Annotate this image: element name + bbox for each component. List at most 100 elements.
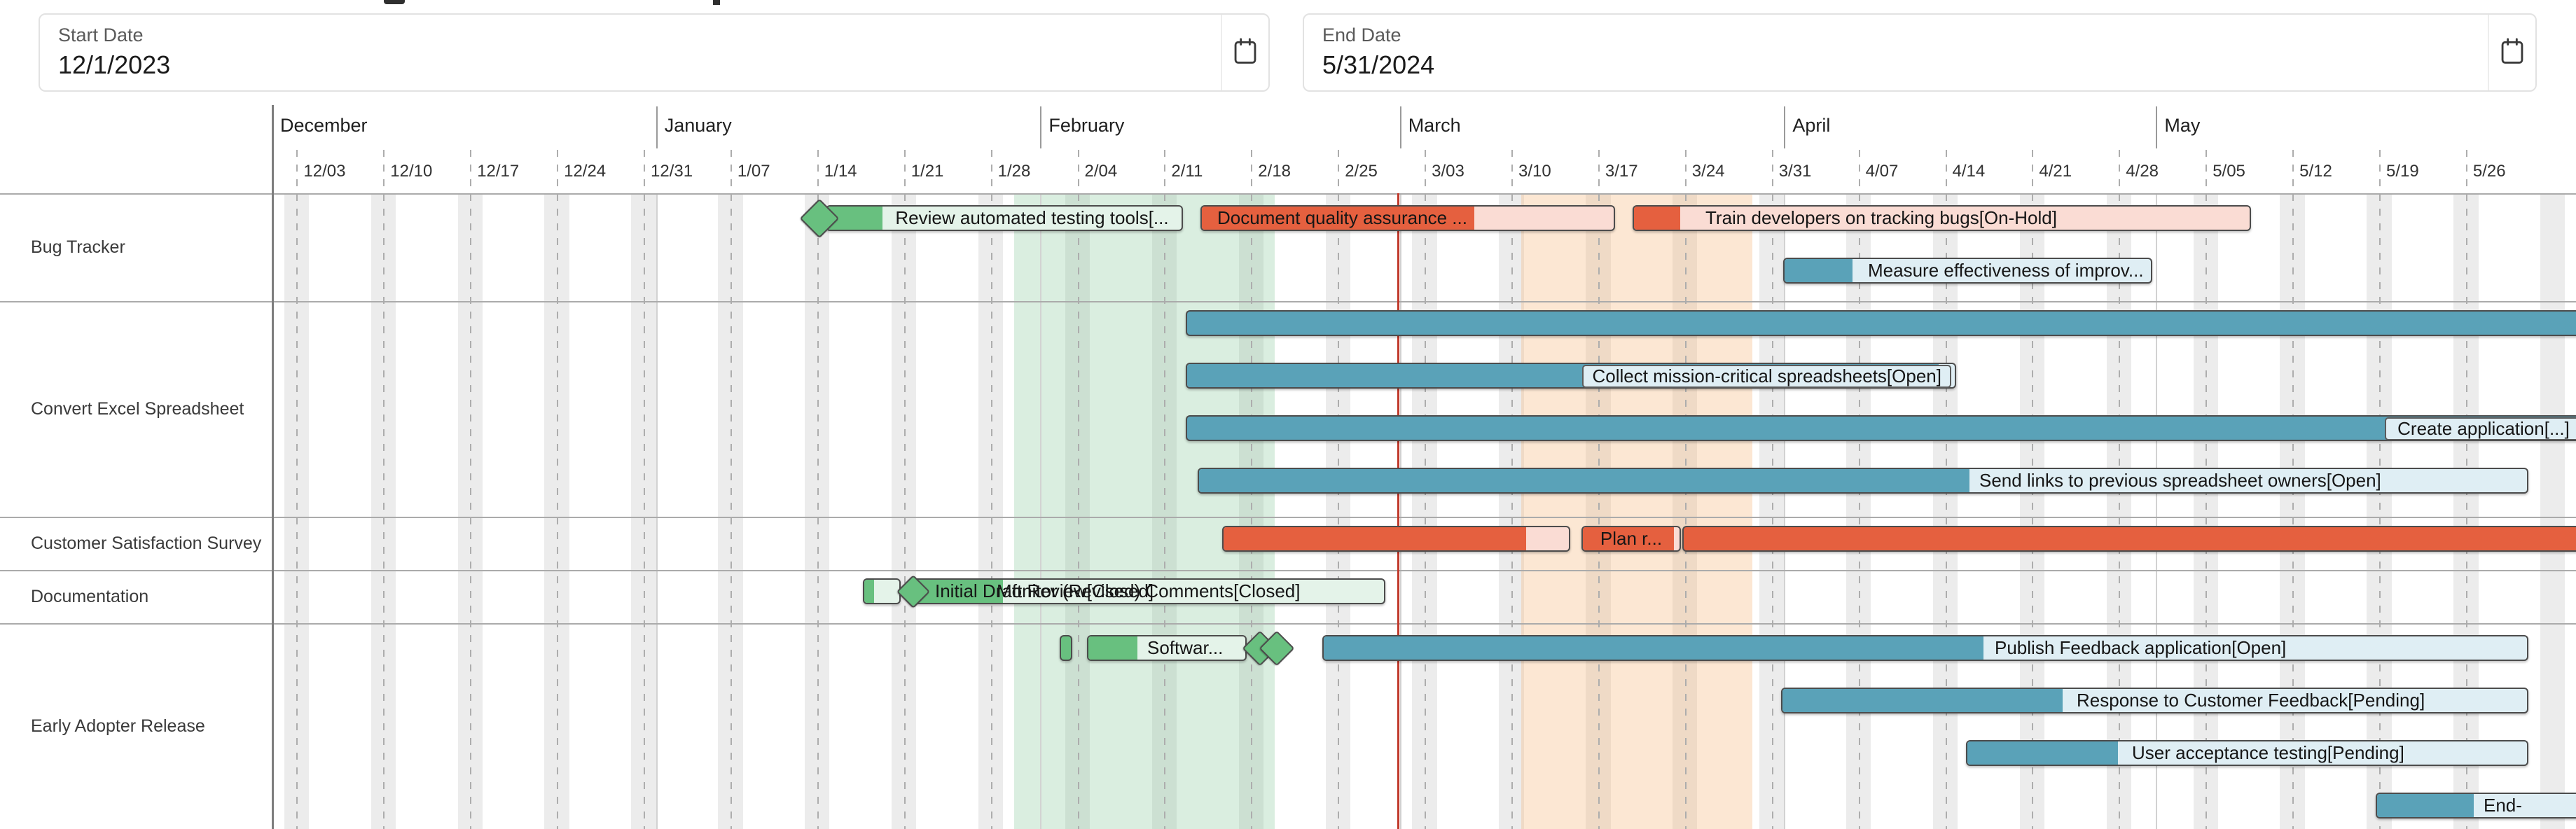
week-gridline [557, 150, 559, 829]
february-highlight [1014, 193, 1275, 829]
task-bar[interactable]: Review automated testing tools[... [826, 205, 1183, 231]
week-tick-label: 1/28 [997, 162, 1031, 181]
week-gridline [990, 150, 992, 829]
task-bar[interactable] [863, 578, 901, 604]
task-label: Review automated testing tools[... [895, 207, 1169, 228]
month-separator [1784, 106, 1786, 148]
row-label[interactable]: Documentation [31, 587, 149, 606]
week-tick-label: 1/07 [737, 162, 770, 181]
weekend-stripe [371, 193, 396, 829]
gantt-chart: December January February March April May 12/0… [0, 105, 2576, 829]
week-tick-label: 2/25 [1345, 162, 1378, 181]
task-progress [1224, 527, 1526, 550]
task-label-chip: Collect mission-critical spreadsheets[Op… [1582, 365, 1951, 388]
task-progress [1583, 527, 1674, 550]
weekend-stripe [1586, 193, 1611, 829]
gantt-row-labels: Bug Tracker Convert Excel Spreadsheet Cust… [0, 105, 2576, 829]
task-label: Publish Feedback application[Open] [1995, 637, 2287, 658]
weekend-stripe [1238, 193, 1263, 829]
week-gridline [644, 150, 645, 829]
row-separator [0, 570, 2576, 571]
week-tick-label: 12/10 [390, 162, 433, 181]
gantt-task-layer: Review automated testing tools[... Docume… [0, 105, 2576, 829]
row-separator [0, 301, 2576, 302]
weekend-stripe [2106, 193, 2131, 829]
task-label: Measure effectiveness of improv... [1868, 260, 2144, 281]
weekend-stripe [1412, 193, 1437, 829]
week-tick-label: 5/12 [2299, 162, 2332, 181]
task-bar[interactable] [908, 578, 1385, 604]
row-label[interactable]: Customer Satisfaction Survey [31, 534, 262, 553]
row-separator [0, 517, 2576, 518]
top-toolbar: Start Date 12/1/2023 End Date 5/31/2024 [0, 0, 2576, 105]
task-progress [1088, 636, 1137, 660]
weekend-stripe [2019, 193, 2045, 829]
end-date-field[interactable]: End Date 5/31/2024 [1303, 13, 2537, 92]
task-label: Response to Customer Feedback[Pending] [2077, 690, 2425, 711]
week-tick-label: 12/17 [477, 162, 520, 181]
start-date-calendar-button[interactable] [1221, 15, 1268, 90]
week-tick-label: 1/14 [824, 162, 857, 181]
task-bar[interactable]: User acceptance testing[Pending] [1966, 740, 2528, 766]
week-gridline [730, 150, 732, 829]
week-tick-label: 4/21 [2039, 162, 2072, 181]
week-tick-label: 12/24 [564, 162, 607, 181]
task-bar[interactable]: Publish Feedback application[Open] [1322, 635, 2528, 661]
month-label: May [2164, 115, 2201, 136]
calendar-icon [1232, 36, 1259, 69]
today-marker [1397, 193, 1399, 829]
task-bar[interactable] [1060, 635, 1072, 661]
week-tick-label: 5/05 [2213, 162, 2245, 181]
week-tick-label: 2/11 [1171, 162, 1203, 181]
task-bar[interactable] [1682, 526, 2576, 552]
month-separator [2156, 106, 2158, 148]
task-label-chip: Create application[...] [2385, 417, 2576, 440]
task-bar[interactable]: Response to Customer Feedback[Pending] [1781, 688, 2528, 713]
weekend-stripe [544, 193, 569, 829]
task-bar[interactable]: Collect mission-critical spreadsheets[Op… [1186, 363, 1956, 389]
cropped-toolbar-fragment [384, 0, 405, 4]
task-progress [1202, 207, 1474, 230]
task-bar[interactable] [1186, 310, 2576, 336]
task-bar[interactable]: Measure effectiveness of improv... [1783, 258, 2152, 284]
week-gridline [296, 150, 298, 829]
task-label: Train developers on tracking bugs[On-Hol… [1705, 207, 2057, 228]
week-gridline [817, 150, 819, 829]
row-label[interactable]: Bug Tracker [31, 237, 125, 257]
weekend-stripe [2367, 193, 2392, 829]
week-tick-label: 12/31 [651, 162, 693, 181]
end-date-calendar-button[interactable] [2488, 15, 2535, 90]
weekend-stripe [284, 193, 310, 829]
task-progress [1782, 689, 2063, 712]
task-bar[interactable]: Send links to previous spreadsheet owner… [1198, 468, 2528, 494]
task-label: End- [2484, 795, 2522, 816]
calendar-icon [2499, 36, 2526, 69]
week-tick-label: 3/31 [1778, 162, 1812, 181]
month-label: January [664, 115, 732, 136]
week-tick-label: 2/04 [1084, 162, 1118, 181]
task-bar[interactable] [1222, 526, 1570, 552]
overlapping-task-label: Initial Draft Review[Closed] [935, 580, 1154, 601]
row-separator [0, 193, 2576, 195]
month-separator [1040, 106, 1042, 148]
month-label: February [1048, 115, 1125, 136]
end-date-texts: End Date 5/31/2024 [1304, 15, 2488, 90]
task-bar[interactable]: Plan r... [1581, 526, 1681, 552]
task-bar[interactable]: Softwar... [1087, 635, 1247, 661]
chart-axis-line [272, 105, 274, 829]
weekend-stripe [805, 193, 830, 829]
end-date-value[interactable]: 5/31/2024 [1322, 50, 1435, 79]
task-bar[interactable]: Train developers on tracking bugs[On-Hol… [1633, 205, 2251, 231]
week-tick-label: 4/28 [2126, 162, 2159, 181]
task-bar[interactable]: End- [2376, 793, 2576, 818]
start-date-value[interactable]: 12/1/2023 [58, 50, 171, 79]
week-gridline [470, 150, 472, 829]
start-date-field[interactable]: Start Date 12/1/2023 [39, 13, 1270, 92]
march-highlight [1521, 193, 1752, 829]
week-tick-label: 3/24 [1691, 162, 1725, 181]
row-label[interactable]: Convert Excel Spreadsheet [31, 399, 244, 419]
task-bar[interactable]: Create application[...] [1186, 415, 2576, 441]
row-label[interactable]: Early Adopter Release [31, 716, 205, 736]
task-bar[interactable]: Document quality assurance ... [1200, 205, 1615, 231]
weekend-stripe [1065, 193, 1090, 829]
